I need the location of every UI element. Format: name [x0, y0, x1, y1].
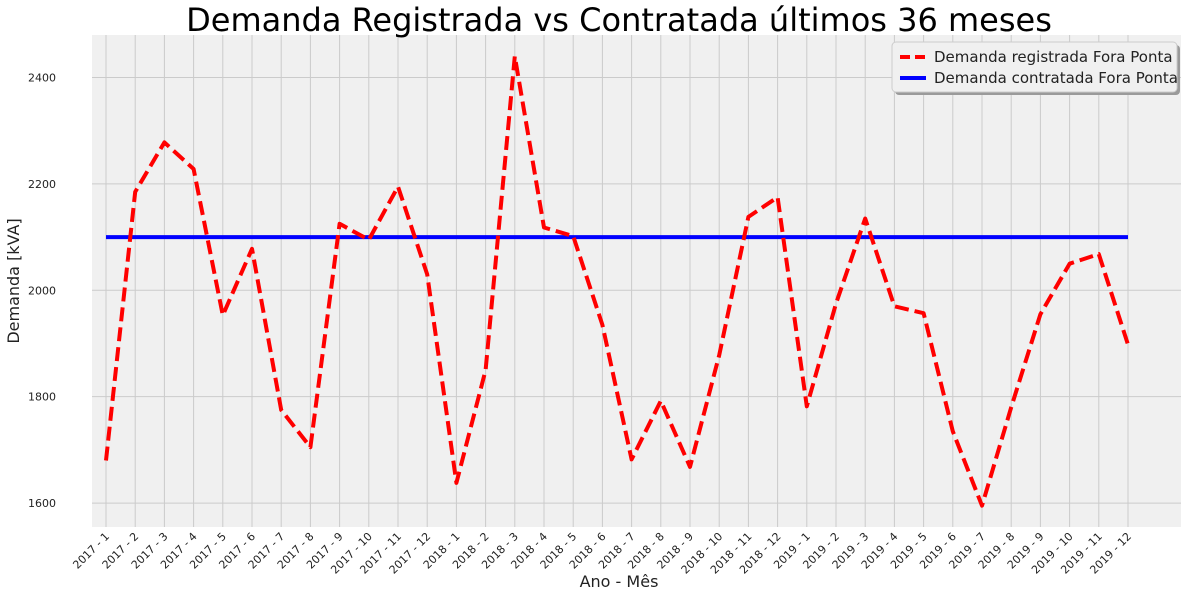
- y-tick-label: 2200: [28, 178, 56, 191]
- chart-title: Demanda Registrada vs Contratada últimos…: [186, 1, 1052, 39]
- series-group: [104, 54, 1130, 508]
- legend-entry-contratada: Demanda contratada Fora Ponta: [934, 69, 1178, 87]
- y-axis-ticks: 1600 1800 2000 2200 2400: [28, 72, 56, 511]
- y-tick-label: 1800: [28, 391, 56, 404]
- plot-area: [92, 35, 1181, 527]
- y-tick-label: 1600: [28, 497, 56, 510]
- series-line-registrada: [104, 54, 1130, 508]
- y-axis-label: Demanda [kVA]: [4, 218, 23, 343]
- legend-box: [891, 41, 1178, 93]
- y-tick-label: 2000: [28, 284, 56, 297]
- y-tick-label: 2400: [28, 72, 56, 85]
- legend: Demanda registrada Fora Ponta Demanda co…: [891, 41, 1180, 95]
- x-axis-label: Ano - Mês: [580, 572, 659, 591]
- legend-entry-registrada: Demanda registrada Fora Ponta: [934, 48, 1173, 66]
